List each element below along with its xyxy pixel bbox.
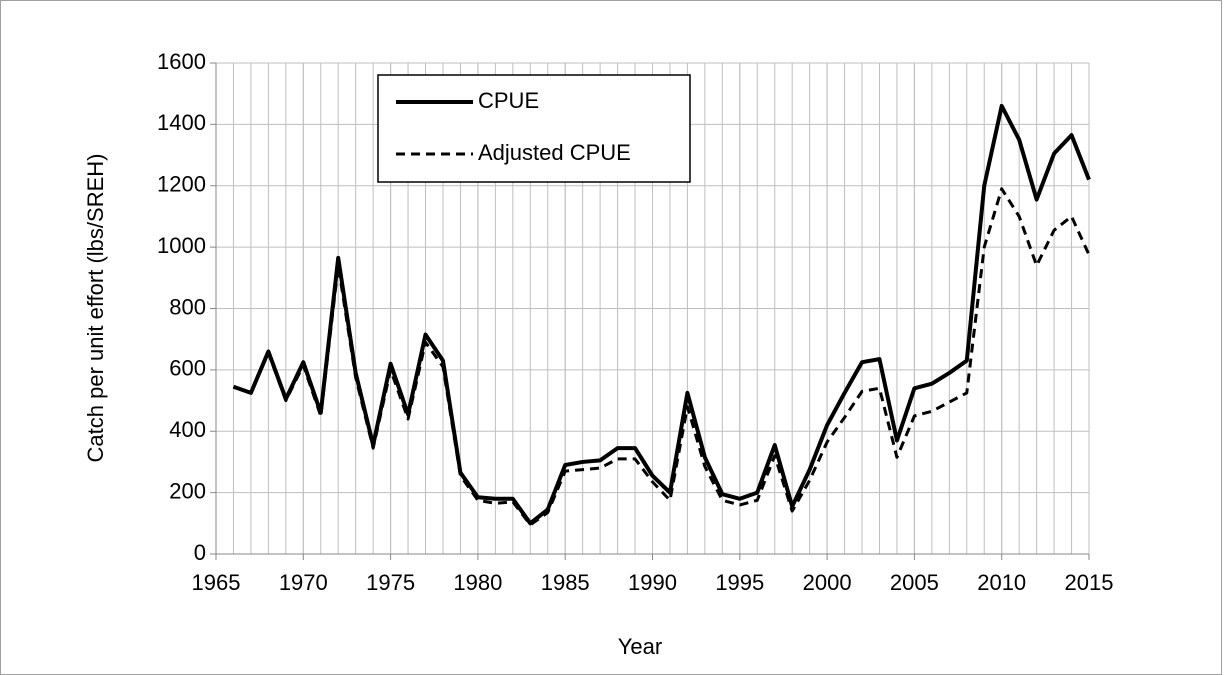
x-tick-label: 2010 — [977, 570, 1026, 595]
legend-box — [377, 74, 691, 183]
y-tick-label: 600 — [169, 356, 206, 381]
x-tick-label: 1965 — [192, 570, 241, 595]
legend-label: Adjusted CPUE — [478, 140, 631, 165]
x-tick-label: 1980 — [453, 570, 502, 595]
y-tick-label: 0 — [194, 540, 206, 565]
y-tick-label: 1000 — [157, 233, 206, 258]
y-tick-label: 400 — [169, 417, 206, 442]
legend-label: CPUE — [478, 88, 539, 113]
y-axis-label: Catch per unit effort (lbs/SREH) — [83, 154, 108, 463]
x-tick-label: 1990 — [628, 570, 677, 595]
y-tick-label: 1400 — [157, 110, 206, 135]
y-tick-label: 1600 — [157, 49, 206, 74]
x-tick-label: 2000 — [803, 570, 852, 595]
x-tick-label: 2015 — [1065, 570, 1114, 595]
x-tick-label: 2005 — [890, 570, 939, 595]
y-tick-label: 800 — [169, 294, 206, 319]
x-tick-label: 1995 — [715, 570, 764, 595]
x-axis-label: Year — [618, 634, 662, 659]
y-tick-label: 1200 — [157, 172, 206, 197]
y-tick-label: 200 — [169, 478, 206, 503]
x-tick-label: 1970 — [279, 570, 328, 595]
series-line — [232, 187, 1091, 527]
x-tick-label: 1985 — [541, 570, 590, 595]
x-tick-label: 1975 — [366, 570, 415, 595]
